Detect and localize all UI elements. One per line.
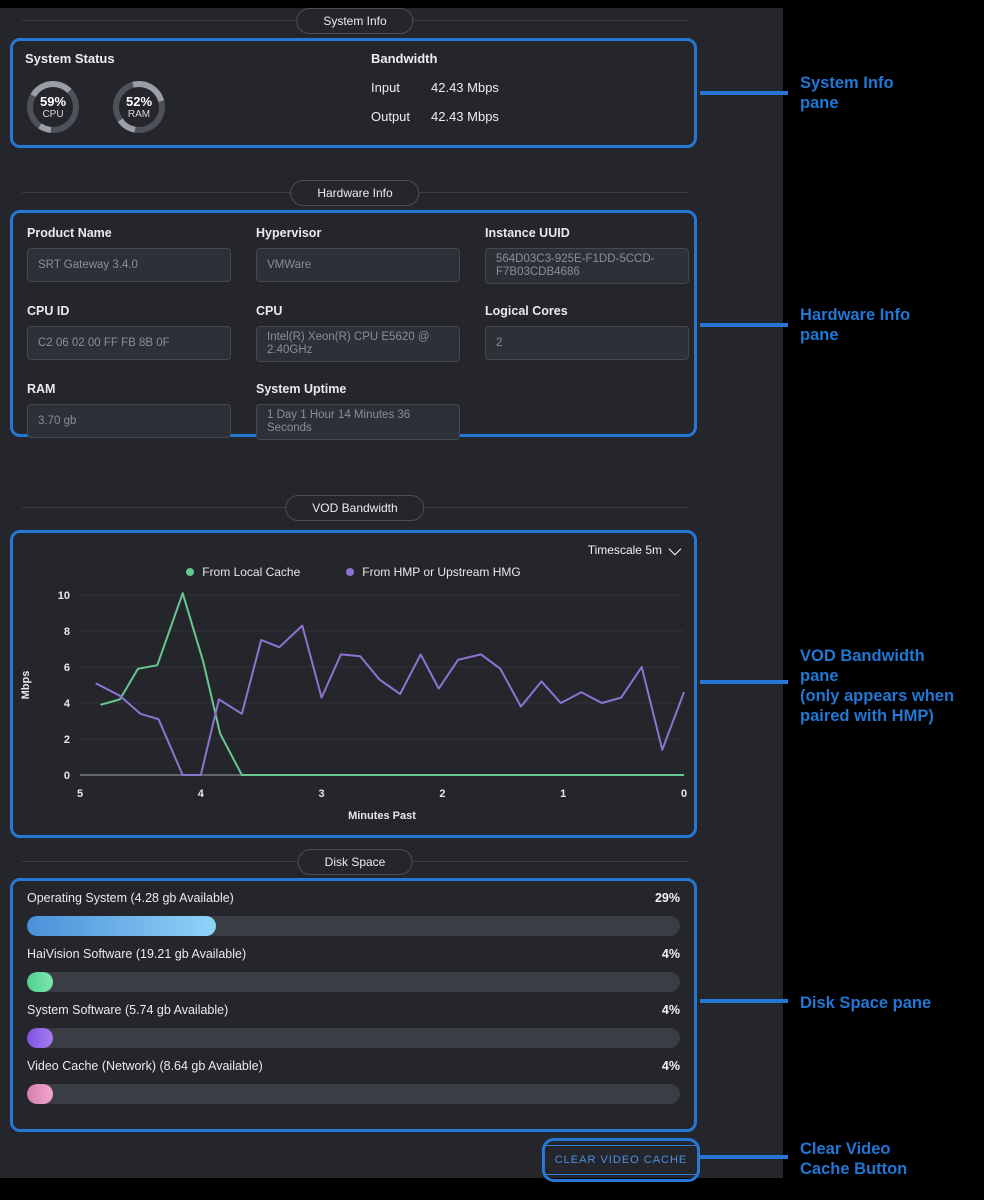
field-instance-uuid: Instance UUID 564D03C3-925E-F1DD-5CCD-F7… — [485, 226, 689, 284]
dashboard-content: System Info System Status 59% CPU 52% RA… — [0, 8, 783, 1182]
disk-space-pane: Operating System (4.28 gb Available) 29%… — [10, 878, 697, 1132]
cpu-gauge: 59% CPU — [27, 81, 79, 133]
field-logical-cores: Logical Cores 2 — [485, 304, 689, 362]
svg-text:Minutes Past: Minutes Past — [348, 810, 416, 822]
svg-text:2: 2 — [439, 788, 445, 800]
cpu-gauge-value: 59% — [39, 93, 67, 109]
bandwidth-input-label: Input — [371, 80, 400, 95]
callout-line-vod-bandwidth — [700, 680, 788, 684]
field-cpu: CPU Intel(R) Xeon(R) CPU E5620 @ 2.40GHz — [256, 304, 460, 362]
callout-line-disk-space — [700, 999, 788, 1003]
cpu-gauge-label: CPU — [42, 108, 64, 120]
bandwidth-output-value: 42.43 Mbps — [431, 109, 499, 124]
legend-dot-green — [186, 568, 195, 576]
callout-vod-bandwidth-pane: VOD Bandwidth pane (only appears when pa… — [800, 647, 955, 725]
bandwidth-output-label: Output — [371, 109, 411, 124]
section-header-hardware-info: Hardware Info — [290, 180, 420, 206]
disk-row-haivision-software: HaiVision Software (19.21 gb Available) … — [27, 947, 680, 992]
bandwidth-column: Bandwidth Input 42.43 Mbps Output 42.43 … — [371, 51, 499, 124]
chart-legend: From Local Cache From HMP or Upstream HM… — [13, 565, 694, 579]
system-status-label: System Status — [25, 51, 115, 66]
section-header-vod-bandwidth: VOD Bandwidth — [285, 495, 425, 521]
chevron-down-icon — [668, 542, 682, 555]
timescale-label: Timescale 5m — [587, 543, 662, 557]
svg-text:2: 2 — [64, 734, 70, 746]
svg-text:6: 6 — [64, 662, 70, 674]
bandwidth-input-row: Input 42.43 Mbps — [371, 80, 499, 95]
vod-bandwidth-pane: Timescale 5m From Local Cache From HMP o… — [10, 530, 697, 838]
callout-line-system-info — [700, 91, 788, 95]
callout-hardware-info-pane: Hardware Info pane — [800, 306, 911, 344]
field-hypervisor: Hypervisor VMWare — [256, 226, 460, 284]
field-product-name: Product Name SRT Gateway 3.4.0 — [27, 226, 231, 284]
legend-dot-purple — [346, 568, 355, 576]
legend-local-cache: From Local Cache — [186, 565, 300, 579]
callout-system-info-pane: System Info pane — [800, 74, 894, 112]
ram-gauge: 52% RAM — [113, 81, 165, 133]
section-header-disk-space: Disk Space — [297, 849, 413, 875]
callout-line-hardware-info — [700, 323, 788, 327]
ram-gauge-label: RAM — [127, 108, 151, 120]
hardware-info-pane: Product Name SRT Gateway 3.4.0 Hyperviso… — [10, 210, 697, 440]
disk-row-video-cache: Video Cache (Network) (8.64 gb Available… — [27, 1059, 680, 1104]
field-cpu-id: CPU ID C2 06 02 00 FF FB 8B 0F — [27, 304, 231, 362]
ram-gauge-value: 52% — [125, 93, 153, 109]
svg-text:Mbps: Mbps — [20, 671, 32, 700]
svg-text:0: 0 — [64, 770, 70, 782]
svg-text:0: 0 — [681, 788, 687, 800]
svg-text:1: 1 — [560, 788, 566, 800]
field-ram: RAM 3.70 gb — [27, 382, 231, 440]
legend-hmp-upstream: From HMP or Upstream HMG — [346, 565, 521, 579]
svg-text:10: 10 — [58, 590, 70, 602]
callout-line-clear-button — [700, 1155, 788, 1159]
disk-row-operating-system: Operating System (4.28 gb Available) 29% — [27, 891, 680, 936]
svg-text:4: 4 — [198, 788, 205, 800]
bandwidth-output-row: Output 42.43 Mbps — [371, 109, 499, 124]
svg-text:3: 3 — [319, 788, 325, 800]
svg-text:5: 5 — [77, 788, 83, 800]
timescale-dropdown[interactable]: Timescale 5m — [587, 542, 682, 557]
field-system-uptime: System Uptime 1 Day 1 Hour 14 Minutes 36… — [256, 382, 460, 440]
bandwidth-label: Bandwidth — [371, 51, 438, 66]
svg-text:4: 4 — [64, 698, 71, 710]
svg-text:8: 8 — [64, 626, 70, 638]
system-info-pane: System Status 59% CPU 52% RAM Bandwidth … — [10, 38, 697, 148]
clear-video-cache-highlight: CLEAR VIDEO CACHE — [541, 1138, 701, 1182]
callout-disk-space-pane: Disk Space pane — [800, 994, 932, 1012]
disk-row-system-software: System Software (5.74 gb Available) 4% — [27, 1003, 680, 1048]
callout-clear-video-cache: Clear Video Cache Button — [800, 1140, 908, 1178]
bandwidth-input-value: 42.43 Mbps — [431, 80, 499, 95]
gauges: 59% CPU 52% RAM — [27, 81, 682, 133]
clear-video-cache-button[interactable]: CLEAR VIDEO CACHE — [541, 1145, 701, 1175]
section-header-system-info: System Info — [296, 8, 414, 34]
